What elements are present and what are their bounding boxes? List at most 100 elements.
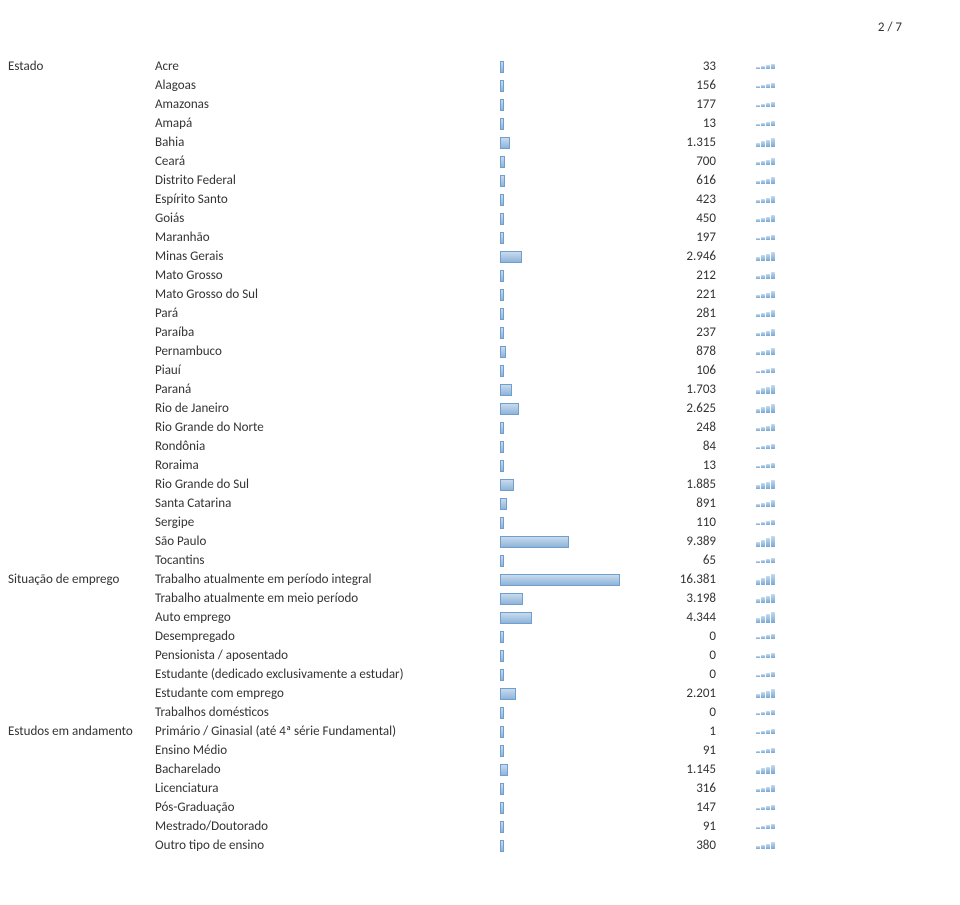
data-bar xyxy=(500,688,516,700)
row-value: 106 xyxy=(640,363,720,378)
sparkline-icon xyxy=(720,235,800,240)
sparkline-icon xyxy=(720,177,800,184)
data-bar xyxy=(500,783,504,795)
data-bar xyxy=(500,346,506,358)
table-row: Bahia1.315 xyxy=(0,133,920,152)
bar-cell xyxy=(500,118,640,130)
table-row: Roraima13 xyxy=(0,456,920,475)
row-value: 84 xyxy=(640,439,720,454)
data-bar xyxy=(500,80,504,92)
row-label: Goiás xyxy=(155,211,500,226)
row-value: 1.885 xyxy=(640,477,720,492)
data-bar xyxy=(500,308,504,320)
row-value: 248 xyxy=(640,420,720,435)
data-bar xyxy=(500,802,504,814)
bar-cell xyxy=(500,251,640,263)
row-label: Mato Grosso xyxy=(155,268,500,283)
data-bar xyxy=(500,479,514,491)
row-value: 1.145 xyxy=(640,762,720,777)
sparkline-icon xyxy=(720,536,800,547)
table-row: Pós-Graduação147 xyxy=(0,798,920,817)
data-bar xyxy=(500,536,569,548)
bar-cell xyxy=(500,422,640,434)
row-value: 423 xyxy=(640,192,720,207)
row-label: Maranhão xyxy=(155,230,500,245)
row-value: 0 xyxy=(640,705,720,720)
table-row: EstadoAcre33 xyxy=(0,57,920,76)
row-label: Pós-Graduação xyxy=(155,800,500,815)
data-bar xyxy=(500,251,522,263)
row-value: 156 xyxy=(640,78,720,93)
bar-cell xyxy=(500,802,640,814)
data-bar xyxy=(500,137,510,149)
sparkline-icon xyxy=(720,138,800,147)
sparkline-icon xyxy=(720,653,800,658)
row-value: 616 xyxy=(640,173,720,188)
sparkline-icon xyxy=(720,64,800,69)
table-row: São Paulo9.389 xyxy=(0,532,920,551)
sparkline-icon xyxy=(720,102,800,107)
bar-cell xyxy=(500,783,640,795)
data-bar xyxy=(500,650,504,662)
row-label: Bacharelado xyxy=(155,762,500,777)
row-label: Trabalho atualmente em período integral xyxy=(155,572,500,587)
bar-cell xyxy=(500,821,640,833)
table-row: Santa Catarina891 xyxy=(0,494,920,513)
sparkline-icon xyxy=(720,748,800,753)
data-bar xyxy=(500,821,504,833)
table-row: Estudante (dedicado exclusivamente a est… xyxy=(0,665,920,684)
row-value: 0 xyxy=(640,667,720,682)
sparkline-icon xyxy=(720,612,800,623)
table-row: Bacharelado 1.145 xyxy=(0,760,920,779)
bar-cell xyxy=(500,764,640,776)
row-label: Alagoas xyxy=(155,78,500,93)
sparkline-icon xyxy=(720,158,800,165)
sparkline-icon xyxy=(720,463,800,468)
bar-cell xyxy=(500,327,640,339)
table-row: Minas Gerais2.946 xyxy=(0,247,920,266)
row-value: 9.389 xyxy=(640,534,720,549)
bar-cell xyxy=(500,99,640,111)
row-value: 3.198 xyxy=(640,591,720,606)
table-row: Mato Grosso 212 xyxy=(0,266,920,285)
row-value: 281 xyxy=(640,306,720,321)
bar-cell xyxy=(500,137,640,149)
group-label: Situação de emprego xyxy=(0,572,155,587)
row-value: 177 xyxy=(640,97,720,112)
sparkline-icon xyxy=(720,729,800,734)
row-label: Pernambuco xyxy=(155,344,500,359)
data-bar xyxy=(500,631,504,643)
table-row: Amazonas 177 xyxy=(0,95,920,114)
row-value: 237 xyxy=(640,325,720,340)
sparkline-icon xyxy=(720,121,800,126)
bar-cell xyxy=(500,498,640,510)
row-value: 212 xyxy=(640,268,720,283)
sparkline-icon xyxy=(720,83,800,88)
row-label: Amapá xyxy=(155,116,500,131)
sparkline-icon xyxy=(720,348,800,355)
bar-cell xyxy=(500,726,640,738)
bar-cell xyxy=(500,612,640,624)
row-label: Rondônia xyxy=(155,439,500,454)
table-row: Distrito Federal616 xyxy=(0,171,920,190)
bar-cell xyxy=(500,403,640,415)
data-bar xyxy=(500,840,504,852)
sparkline-icon xyxy=(720,252,800,261)
data-bar xyxy=(500,517,504,529)
sparkline-icon xyxy=(720,444,800,449)
sparkline-icon xyxy=(720,272,800,279)
data-bar xyxy=(500,99,504,111)
bar-cell xyxy=(500,593,640,605)
table-row: Desempregado0 xyxy=(0,627,920,646)
data-bar xyxy=(500,555,504,567)
table-row: Piauí106 xyxy=(0,361,920,380)
row-label: Mato Grosso do Sul xyxy=(155,287,500,302)
row-label: Acre xyxy=(155,59,500,74)
table-row: Sergipe110 xyxy=(0,513,920,532)
table-row: Espírito Santo423 xyxy=(0,190,920,209)
data-bar xyxy=(500,707,504,719)
row-label: Pensionista / aposentado xyxy=(155,648,500,663)
bar-cell xyxy=(500,688,640,700)
row-value: 0 xyxy=(640,629,720,644)
row-label: Amazonas xyxy=(155,97,500,112)
